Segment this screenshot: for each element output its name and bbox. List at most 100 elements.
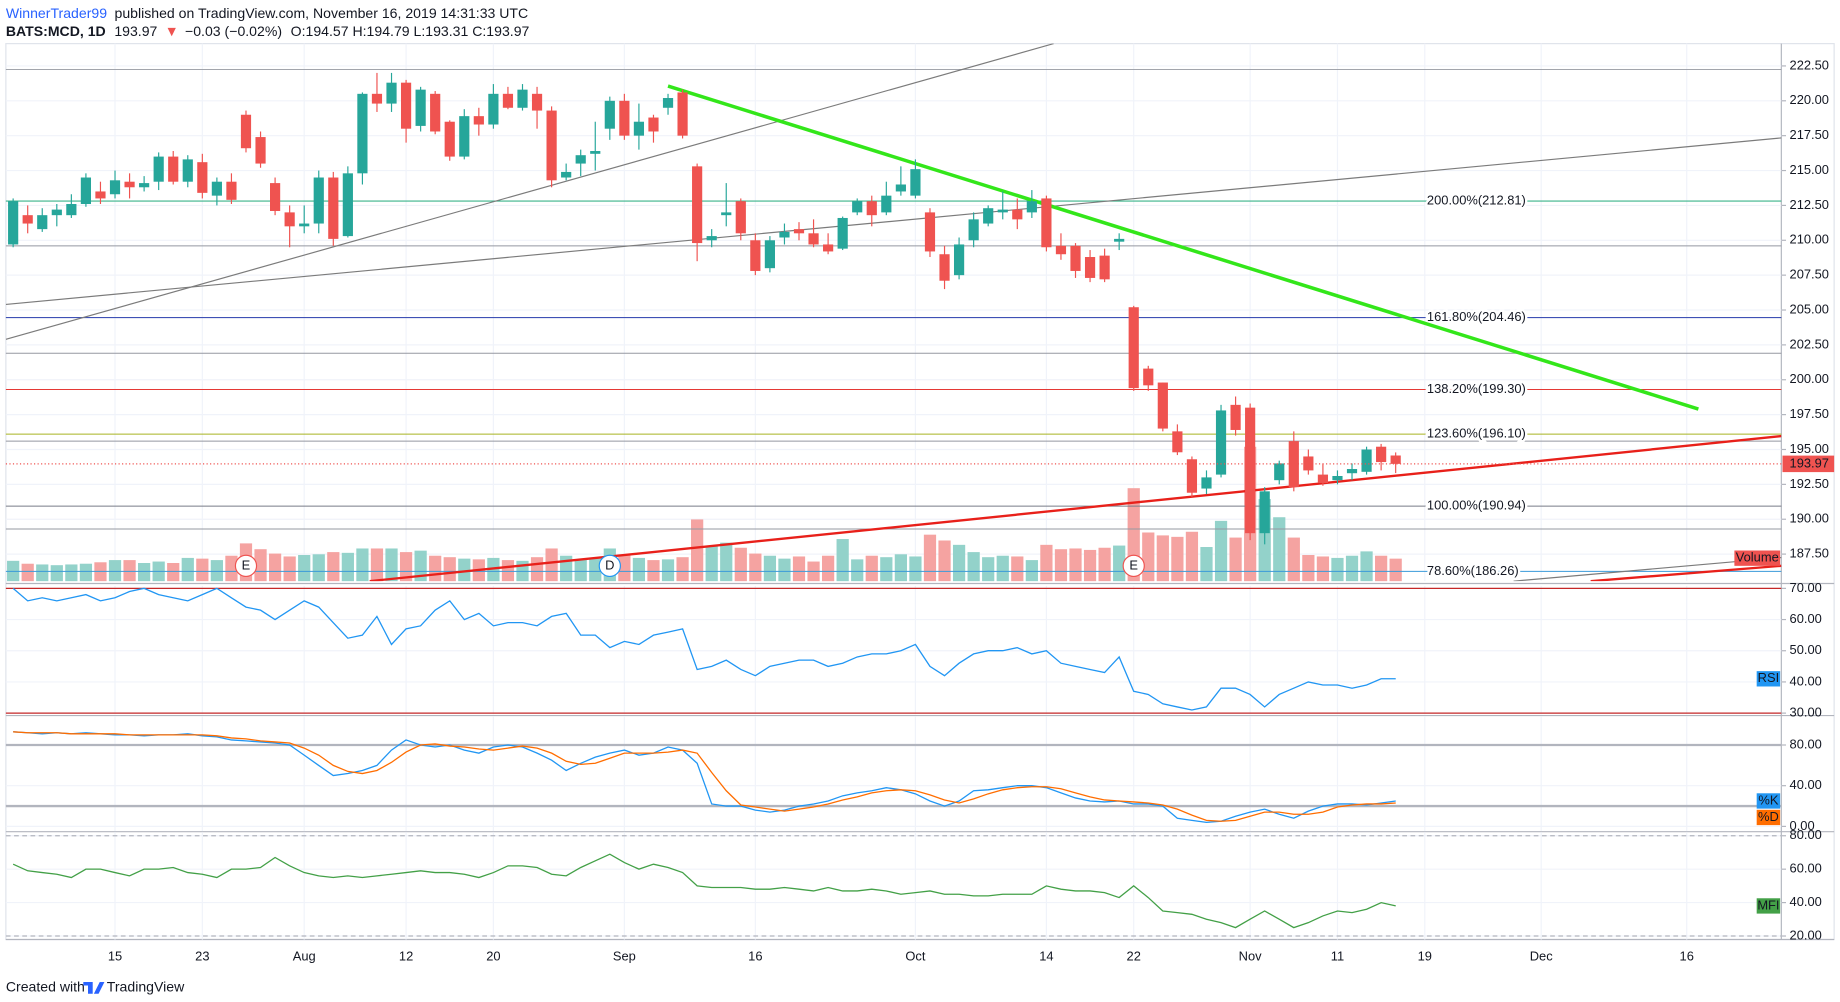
candle-body [779, 231, 790, 238]
candle-body [1332, 475, 1343, 481]
y-tick-label: 207.50 [1790, 267, 1829, 282]
candle-body [80, 177, 92, 205]
candle-body [1346, 469, 1358, 474]
candle-body [764, 240, 775, 269]
candle-body [1070, 245, 1081, 271]
fib-label: 123.60%(196.10) [1427, 426, 1526, 441]
candle-body [284, 212, 295, 227]
candle-body [1201, 477, 1212, 489]
volume-bar [880, 557, 893, 582]
volume-bar [1214, 520, 1228, 582]
event-label: E [242, 557, 251, 572]
indicator-line [13, 731, 1396, 823]
x-tick-label: Oct [905, 949, 925, 964]
fib-label: 161.80%(204.46) [1427, 309, 1526, 324]
volume-bar [661, 559, 675, 582]
volume-bar [458, 558, 471, 582]
volume-bar [1302, 555, 1315, 582]
volume-bar [79, 563, 93, 582]
volume-bar [545, 548, 558, 582]
volume-bar [1229, 537, 1242, 582]
event-marker [1122, 554, 1145, 578]
volume-bar [865, 555, 878, 582]
footer-created: Created with [6, 979, 85, 995]
volume-bar [429, 555, 442, 582]
volume-bar [385, 548, 398, 582]
candle-body [1143, 368, 1154, 386]
volume-bar [36, 564, 49, 582]
indicator-line [12, 587, 1396, 711]
candle-body [721, 212, 732, 216]
candle-body [139, 183, 150, 188]
volume-bar [851, 559, 864, 582]
volume-bar [50, 565, 63, 582]
series-tag [1756, 898, 1781, 914]
volume-bar [589, 558, 602, 582]
candle-body [648, 117, 659, 132]
candle-body [997, 209, 1008, 213]
y-tick-label: 192.50 [1790, 476, 1829, 491]
volume-bar [501, 560, 515, 582]
event-label: D [605, 557, 614, 572]
last-price-label: 193.97 [1790, 455, 1829, 470]
candle-body [313, 177, 324, 224]
volume-bar [792, 556, 806, 582]
volume-bar [167, 562, 180, 582]
fib-label: 138.20%(199.30) [1427, 381, 1526, 396]
candle-body [1099, 255, 1110, 280]
volume-bar [1185, 531, 1199, 582]
volume-bar [574, 559, 587, 582]
volume-bar [1287, 537, 1300, 582]
series-tag-label: RSI [1758, 670, 1779, 685]
y-tick-label: 190.00 [1790, 511, 1829, 526]
candle-body [677, 92, 688, 136]
series-tag [1756, 671, 1781, 687]
volume-bar [414, 550, 427, 582]
y-tick-label: 222.50 [1790, 57, 1829, 72]
y-tick-label: 205.00 [1790, 301, 1829, 316]
trendline [5, 43, 1054, 340]
volume-bar [1375, 555, 1388, 582]
volume-bar [836, 539, 849, 582]
candle-body [328, 177, 339, 239]
author[interactable]: WinnerTrader99 [6, 5, 107, 21]
volume-bar [1025, 560, 1038, 582]
event-label: E [1129, 557, 1138, 572]
series-tag-label: %K [1758, 792, 1778, 807]
fib-label: 100.00%(190.94) [1427, 498, 1526, 513]
x-tick-label: Aug [293, 949, 316, 964]
candle-body [342, 173, 353, 237]
candle-body [1361, 449, 1372, 472]
candle-body [750, 240, 761, 271]
y-tick-label: 80.00 [1790, 736, 1822, 751]
volume-bar [356, 548, 369, 582]
footer-brand[interactable]: TradingView [107, 979, 185, 995]
candle-body [808, 233, 819, 245]
volume-tag [1734, 550, 1781, 566]
volume-bar [254, 549, 267, 582]
x-tick-label: 20 [486, 949, 500, 964]
candle-body [37, 215, 48, 230]
candle-body [633, 121, 645, 136]
volume-bar [909, 556, 922, 582]
candle-body [1376, 446, 1387, 463]
candle-body [531, 93, 543, 111]
candle-body [1084, 257, 1096, 278]
volume-bar [676, 557, 689, 582]
candle-body [1041, 198, 1052, 248]
candle-body [546, 110, 557, 181]
candle-body [1259, 491, 1270, 534]
y-tick-label: 200.00 [1790, 371, 1829, 386]
volume-bar [647, 560, 660, 582]
volume-bar [341, 552, 354, 582]
candle-body [473, 116, 484, 125]
symbol-line: BATS:MCD, 1D 193.97 ▼ −0.03 (−0.02%) O:1… [6, 23, 530, 39]
candle-body [415, 89, 426, 126]
volume-bar [1156, 535, 1169, 582]
y-tick-label: 197.50 [1790, 406, 1829, 421]
candle-body [823, 244, 834, 252]
x-tick-label: 12 [399, 949, 413, 964]
volume-bar [530, 557, 544, 582]
